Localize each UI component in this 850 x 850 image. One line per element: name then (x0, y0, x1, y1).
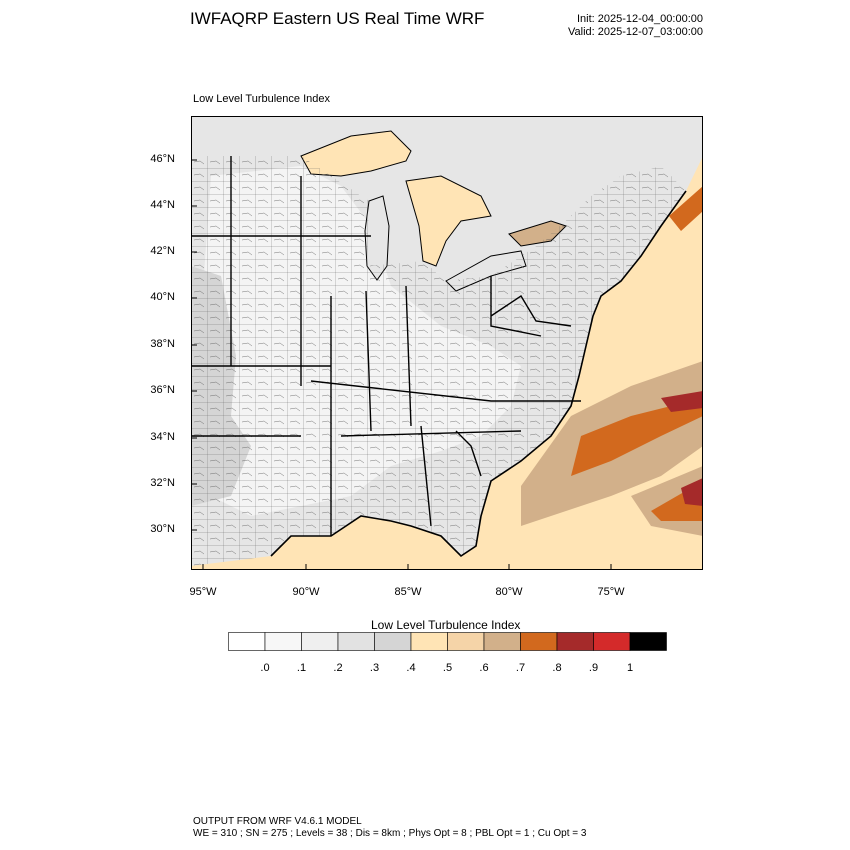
turbulence-peak-south (681, 478, 703, 506)
lat-tick-label: 34°N (150, 431, 175, 443)
colorbar-label: .3 (369, 662, 380, 674)
lon-tick-label: 85°W (394, 586, 422, 598)
lat-tick-label: 32°N (150, 477, 175, 489)
lat-tick-label: 38°N (150, 338, 175, 350)
footer-line-model: OUTPUT FROM WRF V4.6.1 MODEL (193, 816, 362, 827)
colorbar-label: .7 (515, 662, 526, 674)
colorbar-label: .8 (552, 662, 562, 674)
colorbar-label: .4 (406, 662, 416, 674)
colorbar-swatch (483, 632, 521, 651)
init-time: Init: 2025-12-04_00:00:00 (577, 13, 703, 25)
colorbar-label: .5 (442, 662, 453, 674)
colorbar-label: .0 (260, 662, 270, 674)
colorbar-swatch (228, 632, 266, 651)
lon-tick-label: 75°W (597, 586, 625, 598)
coastline (270, 190, 687, 558)
model-footer: OUTPUT FROM WRF V4.6.1 MODEL WE = 310 ; … (193, 816, 586, 840)
turbulence-map (191, 116, 703, 570)
lat-tick-label: 36°N (150, 384, 175, 396)
colorbar-swatch (374, 632, 412, 651)
colorbar-swatch (520, 632, 558, 651)
chart-title: IWFAQRP Eastern US Real Time WRF (190, 9, 485, 28)
lat-tickmarks (191, 159, 197, 531)
lon-tickmarks (202, 564, 612, 570)
lat-tick-label: 46°N (150, 153, 175, 165)
lat-tick-label: 30°N (150, 523, 175, 535)
colorbar-swatch (447, 632, 485, 651)
colorbar-title: Low Level Turbulence Index (371, 618, 521, 632)
colorbar-swatch (410, 632, 448, 651)
lon-tick-label: 95°W (189, 586, 217, 598)
colorbar-label: .6 (479, 662, 489, 674)
colorbar-swatch (301, 632, 339, 651)
colorbar-swatch (337, 632, 375, 651)
state-borders (191, 156, 581, 536)
turbulence-maximum-north (661, 391, 703, 412)
turbulence-band-core (571, 396, 703, 476)
colorbar-swatch (556, 632, 594, 651)
colorbar-label: 1 (626, 662, 634, 674)
county-boundaries (191, 156, 686, 566)
lon-tick-label: 80°W (495, 586, 523, 598)
colorbar-label: .1 (296, 662, 307, 674)
lon-tick-label: 90°W (292, 586, 320, 598)
colorbar (228, 632, 667, 651)
valid-time: Valid: 2025-12-07_03:00:00 (568, 26, 703, 38)
colorbar-swatch (593, 632, 631, 651)
init-valid-times: Init: 2025-12-04_00:00:00 Valid: 2025-12… (568, 13, 703, 39)
colorbar-swatch (629, 632, 667, 651)
lat-tick-label: 44°N (150, 199, 175, 211)
colorbar-label: .2 (333, 662, 343, 674)
lat-tick-label: 40°N (150, 291, 175, 303)
panel-title: Low Level Turbulence Index (193, 93, 330, 105)
turbulence-patch-northeast (669, 186, 703, 231)
map-frame (191, 116, 703, 570)
colorbar-swatch (264, 632, 302, 651)
footer-line-settings: WE = 310 ; SN = 275 ; Levels = 38 ; Dis … (193, 828, 587, 839)
lat-tick-label: 42°N (150, 245, 175, 257)
colorbar-label: .9 (588, 662, 599, 674)
lake-huron (405, 175, 492, 267)
